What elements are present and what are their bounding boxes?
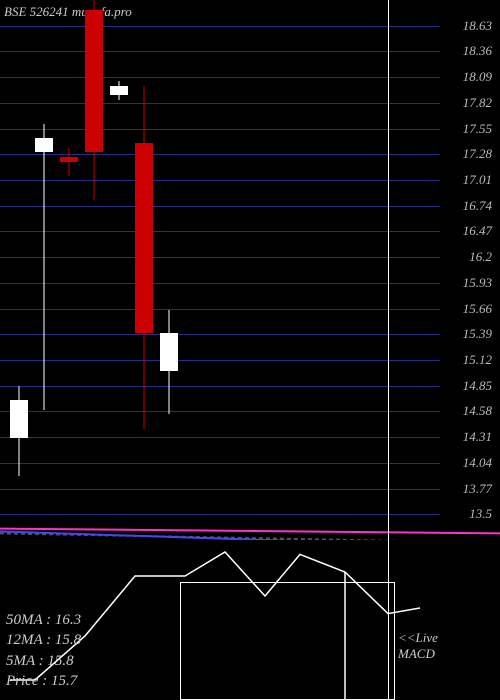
candle-body — [85, 10, 103, 153]
y-axis-label: 17.82 — [463, 95, 492, 111]
candle — [60, 0, 78, 540]
chart-container: BSE 526241 munafa.pro 18.6318.3618.0917.… — [0, 0, 500, 700]
macd-labels: <<Live MACD — [398, 630, 438, 663]
y-axis-label: 15.66 — [463, 301, 492, 317]
candle-body — [160, 333, 178, 371]
y-axis-label: 13.5 — [469, 506, 492, 522]
y-axis-label: 16.47 — [463, 223, 492, 239]
candle-body — [60, 157, 78, 162]
candle-body — [35, 138, 53, 152]
y-axis-label: 15.39 — [463, 326, 492, 342]
info-line: Price : 15.7 — [6, 671, 81, 691]
macd-box — [180, 582, 395, 700]
price-chart-pane: BSE 526241 munafa.pro 18.6318.3618.0917.… — [0, 0, 500, 540]
candle — [135, 0, 153, 540]
candle-body — [110, 86, 128, 96]
info-box: 50MA : 16.312MA : 15.85MA : 15.8Price : … — [6, 610, 81, 691]
y-axis-label: 17.01 — [463, 172, 492, 188]
y-axis-label: 18.63 — [463, 18, 492, 34]
y-axis-label: 18.09 — [463, 69, 492, 85]
candle — [35, 0, 53, 540]
y-axis-label: 14.58 — [463, 403, 492, 419]
macd-label-text: MACD — [398, 646, 438, 662]
candle — [85, 0, 103, 540]
info-line: 5MA : 15.8 — [6, 651, 81, 671]
candle — [110, 0, 128, 540]
candle-wick — [69, 148, 70, 177]
y-axis-label: 14.04 — [463, 455, 492, 471]
y-axis-label: 16.2 — [469, 249, 492, 265]
live-vline-price — [388, 0, 389, 540]
y-axis-label: 15.93 — [463, 275, 492, 291]
candle-body — [135, 143, 153, 333]
candle-wick — [44, 124, 45, 410]
live-vline-macd — [388, 540, 389, 700]
y-axis-label: 17.28 — [463, 146, 492, 162]
y-axis-label: 14.31 — [463, 429, 492, 445]
y-axis-label: 17.55 — [463, 121, 492, 137]
candle — [10, 0, 28, 540]
live-label: <<Live — [398, 630, 438, 646]
info-line: 12MA : 15.8 — [6, 630, 81, 650]
y-axis-label: 18.36 — [463, 43, 492, 59]
info-line: 50MA : 16.3 — [6, 610, 81, 630]
y-axis-label: 15.12 — [463, 352, 492, 368]
y-axis-label: 16.74 — [463, 198, 492, 214]
candle-body — [10, 400, 28, 438]
candle — [160, 0, 178, 540]
y-axis-label: 13.77 — [463, 481, 492, 497]
y-axis-label: 14.85 — [463, 378, 492, 394]
